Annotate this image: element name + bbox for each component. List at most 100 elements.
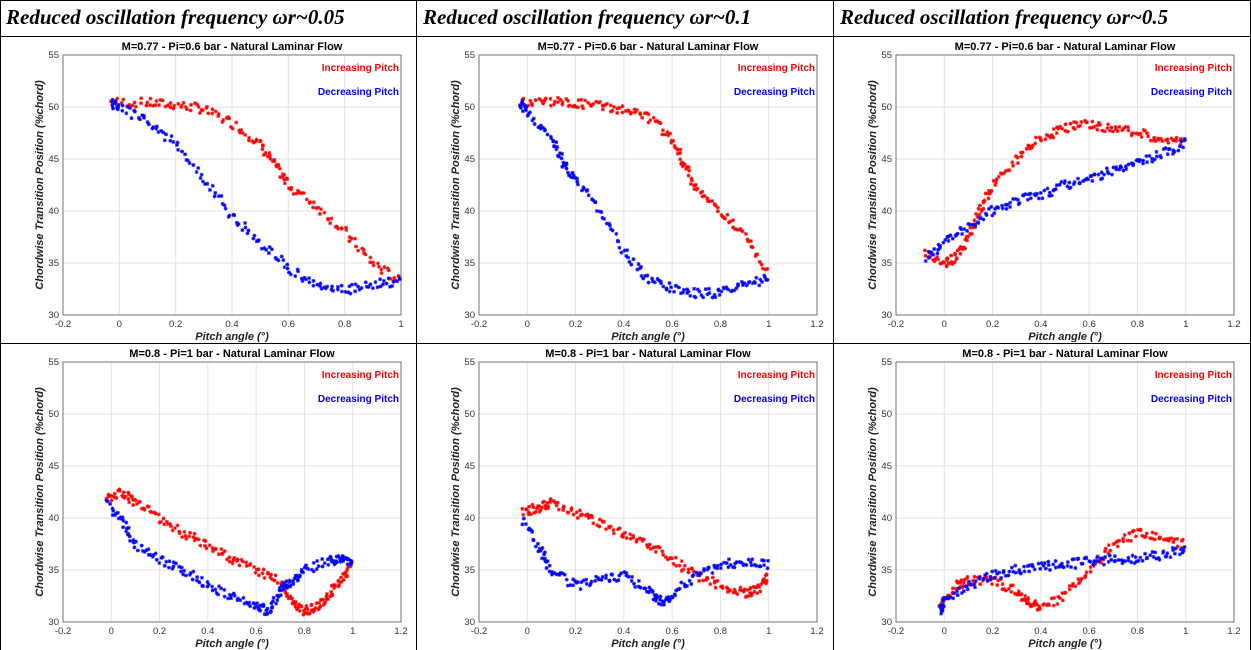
data-point	[550, 569, 555, 574]
data-point	[292, 576, 297, 581]
data-point	[397, 277, 402, 282]
data-point	[145, 100, 150, 105]
data-point	[756, 583, 761, 588]
data-point	[1053, 187, 1058, 192]
data-point	[344, 227, 349, 232]
data-point	[240, 130, 245, 135]
data-point	[672, 143, 677, 148]
data-point	[302, 565, 307, 570]
data-point	[745, 237, 750, 242]
data-point	[177, 564, 182, 569]
data-point	[119, 100, 124, 105]
data-point	[1078, 123, 1083, 128]
data-point	[932, 259, 937, 264]
data-point	[938, 606, 943, 611]
data-point	[1131, 528, 1136, 533]
data-point	[1015, 155, 1020, 160]
data-point	[165, 103, 170, 108]
data-point	[1048, 135, 1053, 140]
series-decreasing	[104, 498, 354, 617]
data-point	[523, 522, 528, 527]
data-point	[719, 562, 724, 567]
data-point	[238, 598, 243, 603]
y-tick-label: 50	[881, 409, 892, 420]
data-point	[386, 276, 391, 281]
data-point	[681, 287, 686, 292]
data-point	[654, 598, 659, 603]
x-tick-label: 0.4	[1034, 319, 1047, 330]
data-point	[535, 504, 540, 509]
data-point	[126, 492, 131, 497]
data-point	[990, 569, 995, 574]
data-point	[983, 211, 988, 216]
data-point	[200, 583, 205, 588]
x-tick-label: 0.2	[986, 319, 999, 330]
data-point	[1180, 550, 1185, 555]
data-point	[673, 555, 678, 560]
data-point	[1027, 144, 1032, 149]
data-point	[591, 521, 596, 526]
data-point	[1054, 183, 1059, 188]
data-point	[1119, 165, 1124, 170]
data-point	[926, 249, 931, 254]
data-point	[700, 194, 705, 199]
legend-entry: Increasing Pitch	[322, 370, 399, 381]
data-point	[759, 558, 764, 563]
y-axis-label: Chordwise Transition Position (%chord)	[34, 80, 46, 290]
data-point	[376, 264, 381, 269]
data-point	[547, 569, 552, 574]
data-point	[521, 516, 526, 521]
y-tick-label: 45	[48, 461, 59, 472]
data-point	[604, 576, 609, 581]
data-point	[692, 294, 697, 299]
data-point	[270, 599, 275, 604]
data-point	[1016, 202, 1021, 207]
data-point	[145, 120, 150, 125]
data-point	[728, 562, 733, 567]
y-axis-label: Chordwise Transition Position (%chord)	[867, 387, 879, 597]
data-point	[305, 566, 310, 571]
data-point	[1069, 565, 1074, 570]
y-tick-label: 35	[48, 258, 59, 269]
data-point	[587, 583, 592, 588]
data-point	[303, 610, 308, 615]
data-point	[284, 594, 289, 599]
data-point	[973, 579, 978, 584]
data-point	[353, 289, 358, 294]
data-point	[1023, 192, 1028, 197]
data-point	[1051, 135, 1056, 140]
x-tick-label: 0.2	[569, 319, 582, 330]
data-point	[151, 125, 156, 130]
x-tick-label: 0.2	[569, 626, 582, 637]
data-point	[1098, 556, 1103, 561]
series-decreasing	[938, 545, 1187, 616]
data-point	[658, 597, 663, 602]
data-point	[116, 516, 121, 521]
data-point	[320, 557, 325, 562]
data-point	[276, 163, 281, 168]
data-point	[368, 255, 373, 260]
data-point	[527, 527, 532, 532]
data-point	[1143, 128, 1148, 133]
series-increasing	[922, 118, 1188, 269]
data-point	[294, 607, 299, 612]
data-point	[1008, 583, 1013, 588]
data-point	[946, 234, 951, 239]
data-point	[731, 225, 736, 230]
data-point	[273, 573, 278, 578]
data-point	[543, 96, 548, 101]
data-point	[755, 591, 760, 596]
data-point	[110, 103, 115, 108]
data-point	[295, 578, 300, 583]
data-point	[1154, 556, 1159, 561]
data-point	[752, 589, 757, 594]
data-point	[1006, 573, 1011, 578]
data-point	[272, 578, 277, 583]
data-point	[548, 103, 553, 108]
data-point	[931, 252, 936, 257]
y-tick-label: 50	[464, 409, 475, 420]
data-point	[337, 556, 342, 561]
data-point	[1020, 150, 1025, 155]
data-point	[548, 134, 553, 139]
data-point	[630, 535, 635, 540]
